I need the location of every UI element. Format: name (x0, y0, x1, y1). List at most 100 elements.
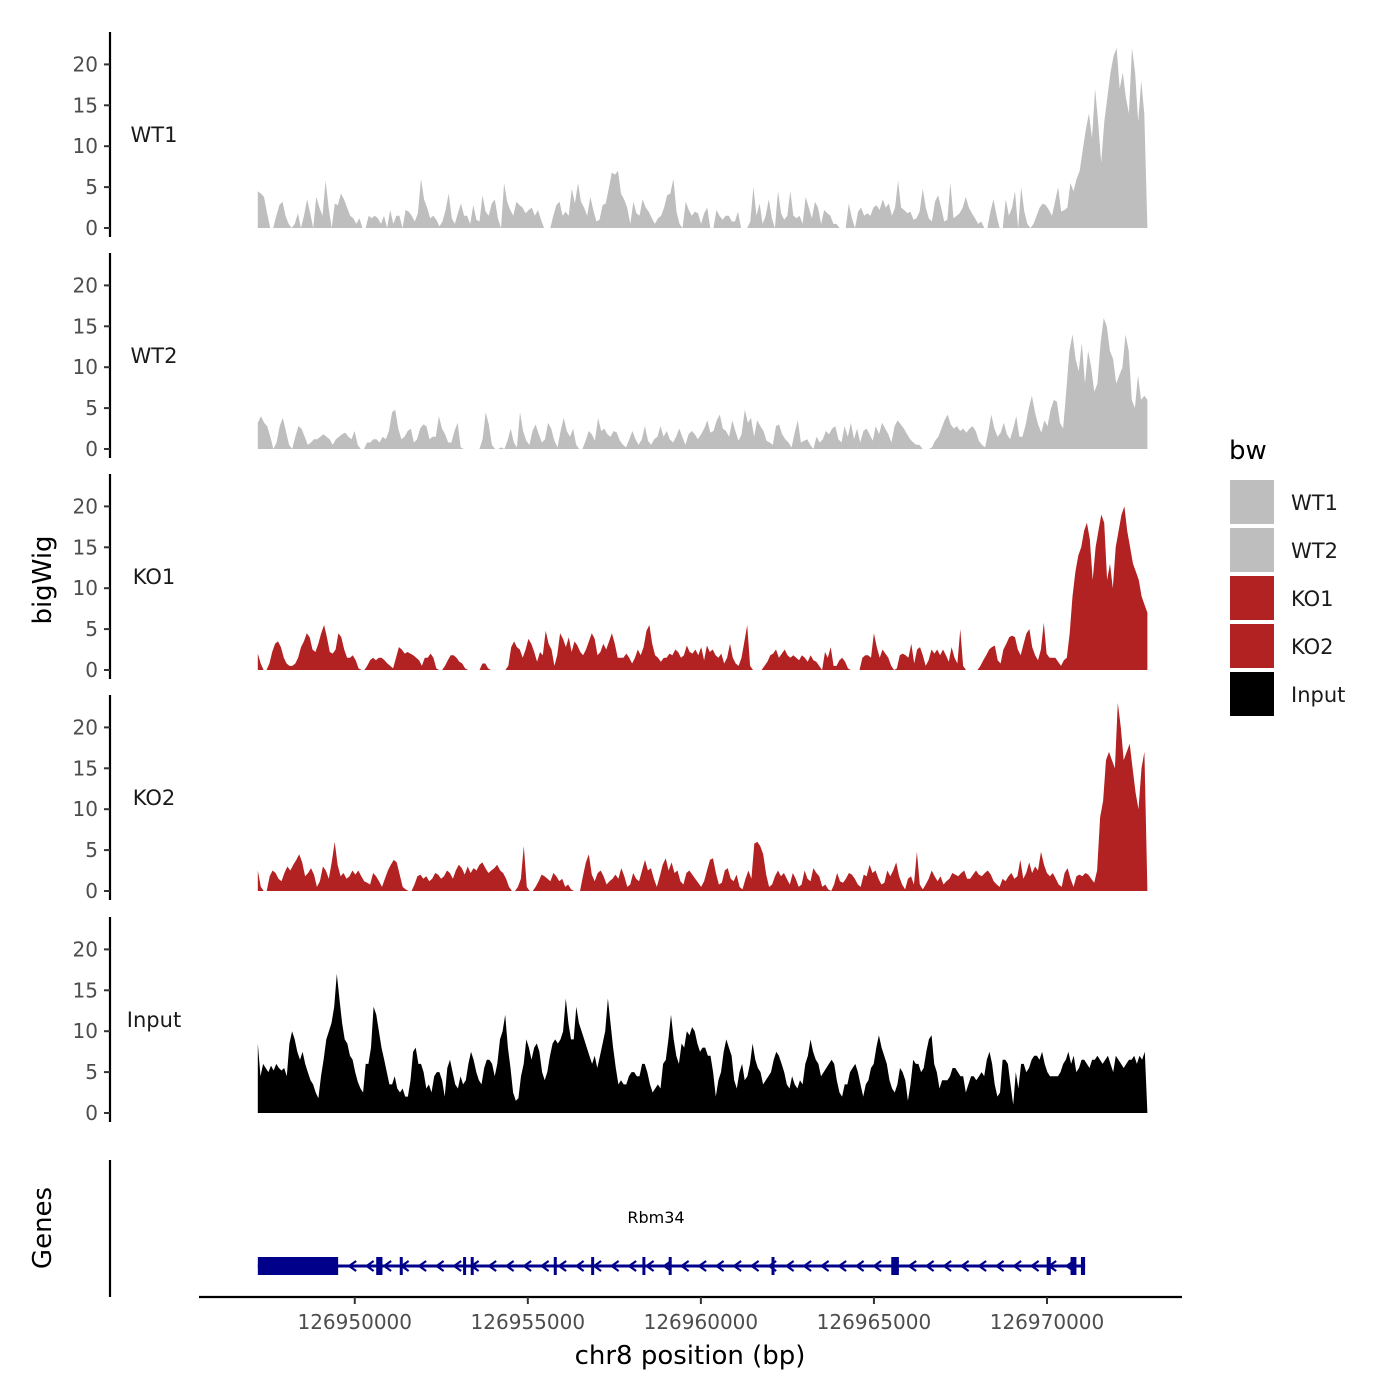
strand-arrow (627, 1260, 637, 1272)
legend-label-wt2: WT2 (1291, 539, 1338, 563)
strand-arrow (854, 1260, 865, 1272)
signal-area-ko1 (257, 506, 1148, 670)
y-tick-label: 20 (73, 52, 98, 76)
y-tick-label: 15 (73, 535, 98, 559)
signal-area-input (257, 973, 1148, 1113)
exon (376, 1257, 383, 1275)
exon (642, 1257, 646, 1275)
strand-arrow (977, 1260, 987, 1272)
strand-arrow (959, 1260, 970, 1272)
exon (399, 1257, 403, 1275)
track-ko1: 0 5 10 15 20 KO1 (73, 474, 1148, 682)
track-ko2: 0 5 10 15 20 KO2 (73, 695, 1148, 903)
strand-arrow (697, 1260, 707, 1272)
y-tick-label: 5 (85, 396, 98, 420)
exon (257, 1257, 339, 1275)
legend: bw WT1 WT2 KO1 KO2 Input (1229, 436, 1345, 716)
legend-swatch-wt2 (1230, 528, 1274, 572)
exon (470, 1257, 474, 1275)
exon (668, 1257, 672, 1275)
strand-arrow (1029, 1260, 1040, 1272)
track-label: WT2 (131, 344, 178, 368)
y-tick-label: 0 (85, 1101, 98, 1125)
y-tick-label: 10 (73, 134, 98, 158)
strand-arrow (732, 1260, 742, 1272)
y-tick-label: 0 (85, 879, 98, 903)
strand-arrow (487, 1260, 497, 1272)
strand-arrow (942, 1260, 952, 1272)
strand-arrow (382, 1260, 392, 1272)
strand-arrow (924, 1260, 935, 1272)
x-tick-label: 126965000 (817, 1310, 932, 1334)
y-tick-label: 0 (85, 658, 98, 682)
strand-arrow (837, 1260, 847, 1272)
y-tick-label: 20 (73, 715, 98, 739)
exon (1046, 1257, 1051, 1275)
strand-arrow (819, 1260, 830, 1272)
y-tick-label: 20 (73, 937, 98, 961)
strand-arrow (539, 1260, 550, 1272)
exon (891, 1257, 899, 1275)
track-label: KO2 (133, 786, 176, 810)
y-tick-label: 15 (73, 314, 98, 338)
x-tick-label: 126970000 (990, 1310, 1105, 1334)
legend-swatch-ko1 (1230, 576, 1274, 620)
legend-swatch-wt1 (1230, 480, 1274, 524)
exon (553, 1257, 557, 1275)
strand-arrow (557, 1260, 567, 1272)
y-tick-label: 0 (85, 437, 98, 461)
legend-label-ko2: KO2 (1291, 635, 1334, 659)
legend-title: bw (1229, 436, 1267, 466)
strand-arrow (504, 1260, 515, 1272)
strand-arrow (644, 1260, 655, 1272)
exon (463, 1257, 467, 1275)
legend-label-ko1: KO1 (1291, 587, 1334, 611)
legend-label-wt1: WT1 (1291, 491, 1338, 515)
y-tick-label: 5 (85, 175, 98, 199)
genes-axis-title: Genes (28, 1187, 58, 1269)
strand-arrow (872, 1260, 882, 1272)
track-wt1: 0 5 10 15 20 WT1 (73, 32, 1148, 240)
x-tick-label: 126960000 (644, 1310, 759, 1334)
track-label: Input (127, 1008, 181, 1032)
y-tick-label: 20 (73, 494, 98, 518)
strand-arrow (749, 1260, 760, 1272)
legend-swatch-input (1230, 672, 1274, 716)
exon (1080, 1257, 1086, 1275)
strand-arrow (347, 1260, 357, 1272)
track-input: 0 5 10 15 20 Input (73, 917, 1148, 1125)
gene-track: Rbm34 (108, 1160, 1086, 1297)
signal-tracks: 0 5 10 15 20 WT1 0 5 10 15 20 WT2 0 5 10 15 20 KO1 0 5 10 15 2… (73, 32, 1148, 1125)
x-tick-label: 126950000 (297, 1310, 412, 1334)
y-tick-label: 15 (73, 93, 98, 117)
signal-area-ko2 (257, 702, 1148, 891)
track-label: KO1 (133, 565, 176, 589)
y-tick-label: 5 (85, 617, 98, 641)
strand-arrow (714, 1260, 725, 1272)
strand-arrow (364, 1260, 375, 1272)
x-tick-label: 126955000 (471, 1310, 586, 1334)
legend-label-input: Input (1291, 683, 1345, 707)
y-axis-title: bigWig (28, 535, 58, 624)
strand-arrows (347, 1260, 1075, 1272)
strand-arrow (994, 1260, 1005, 1272)
strand-arrow (802, 1260, 812, 1272)
strand-arrow (679, 1260, 690, 1272)
strand-arrow (522, 1260, 532, 1272)
strand-arrow (574, 1260, 585, 1272)
y-tick-label: 5 (85, 1060, 98, 1084)
y-tick-label: 10 (73, 355, 98, 379)
strand-arrow (784, 1260, 795, 1272)
legend-swatch-ko2 (1230, 624, 1274, 668)
y-tick-label: 20 (73, 273, 98, 297)
strand-arrow (434, 1260, 445, 1272)
exon (1070, 1257, 1077, 1275)
gene-name-label: Rbm34 (627, 1208, 684, 1227)
strand-arrow (609, 1260, 620, 1272)
y-tick-label: 15 (73, 756, 98, 780)
strand-arrow (417, 1260, 427, 1272)
y-tick-label: 0 (85, 216, 98, 240)
track-label: WT1 (131, 123, 178, 147)
signal-area-wt2 (257, 318, 1148, 449)
